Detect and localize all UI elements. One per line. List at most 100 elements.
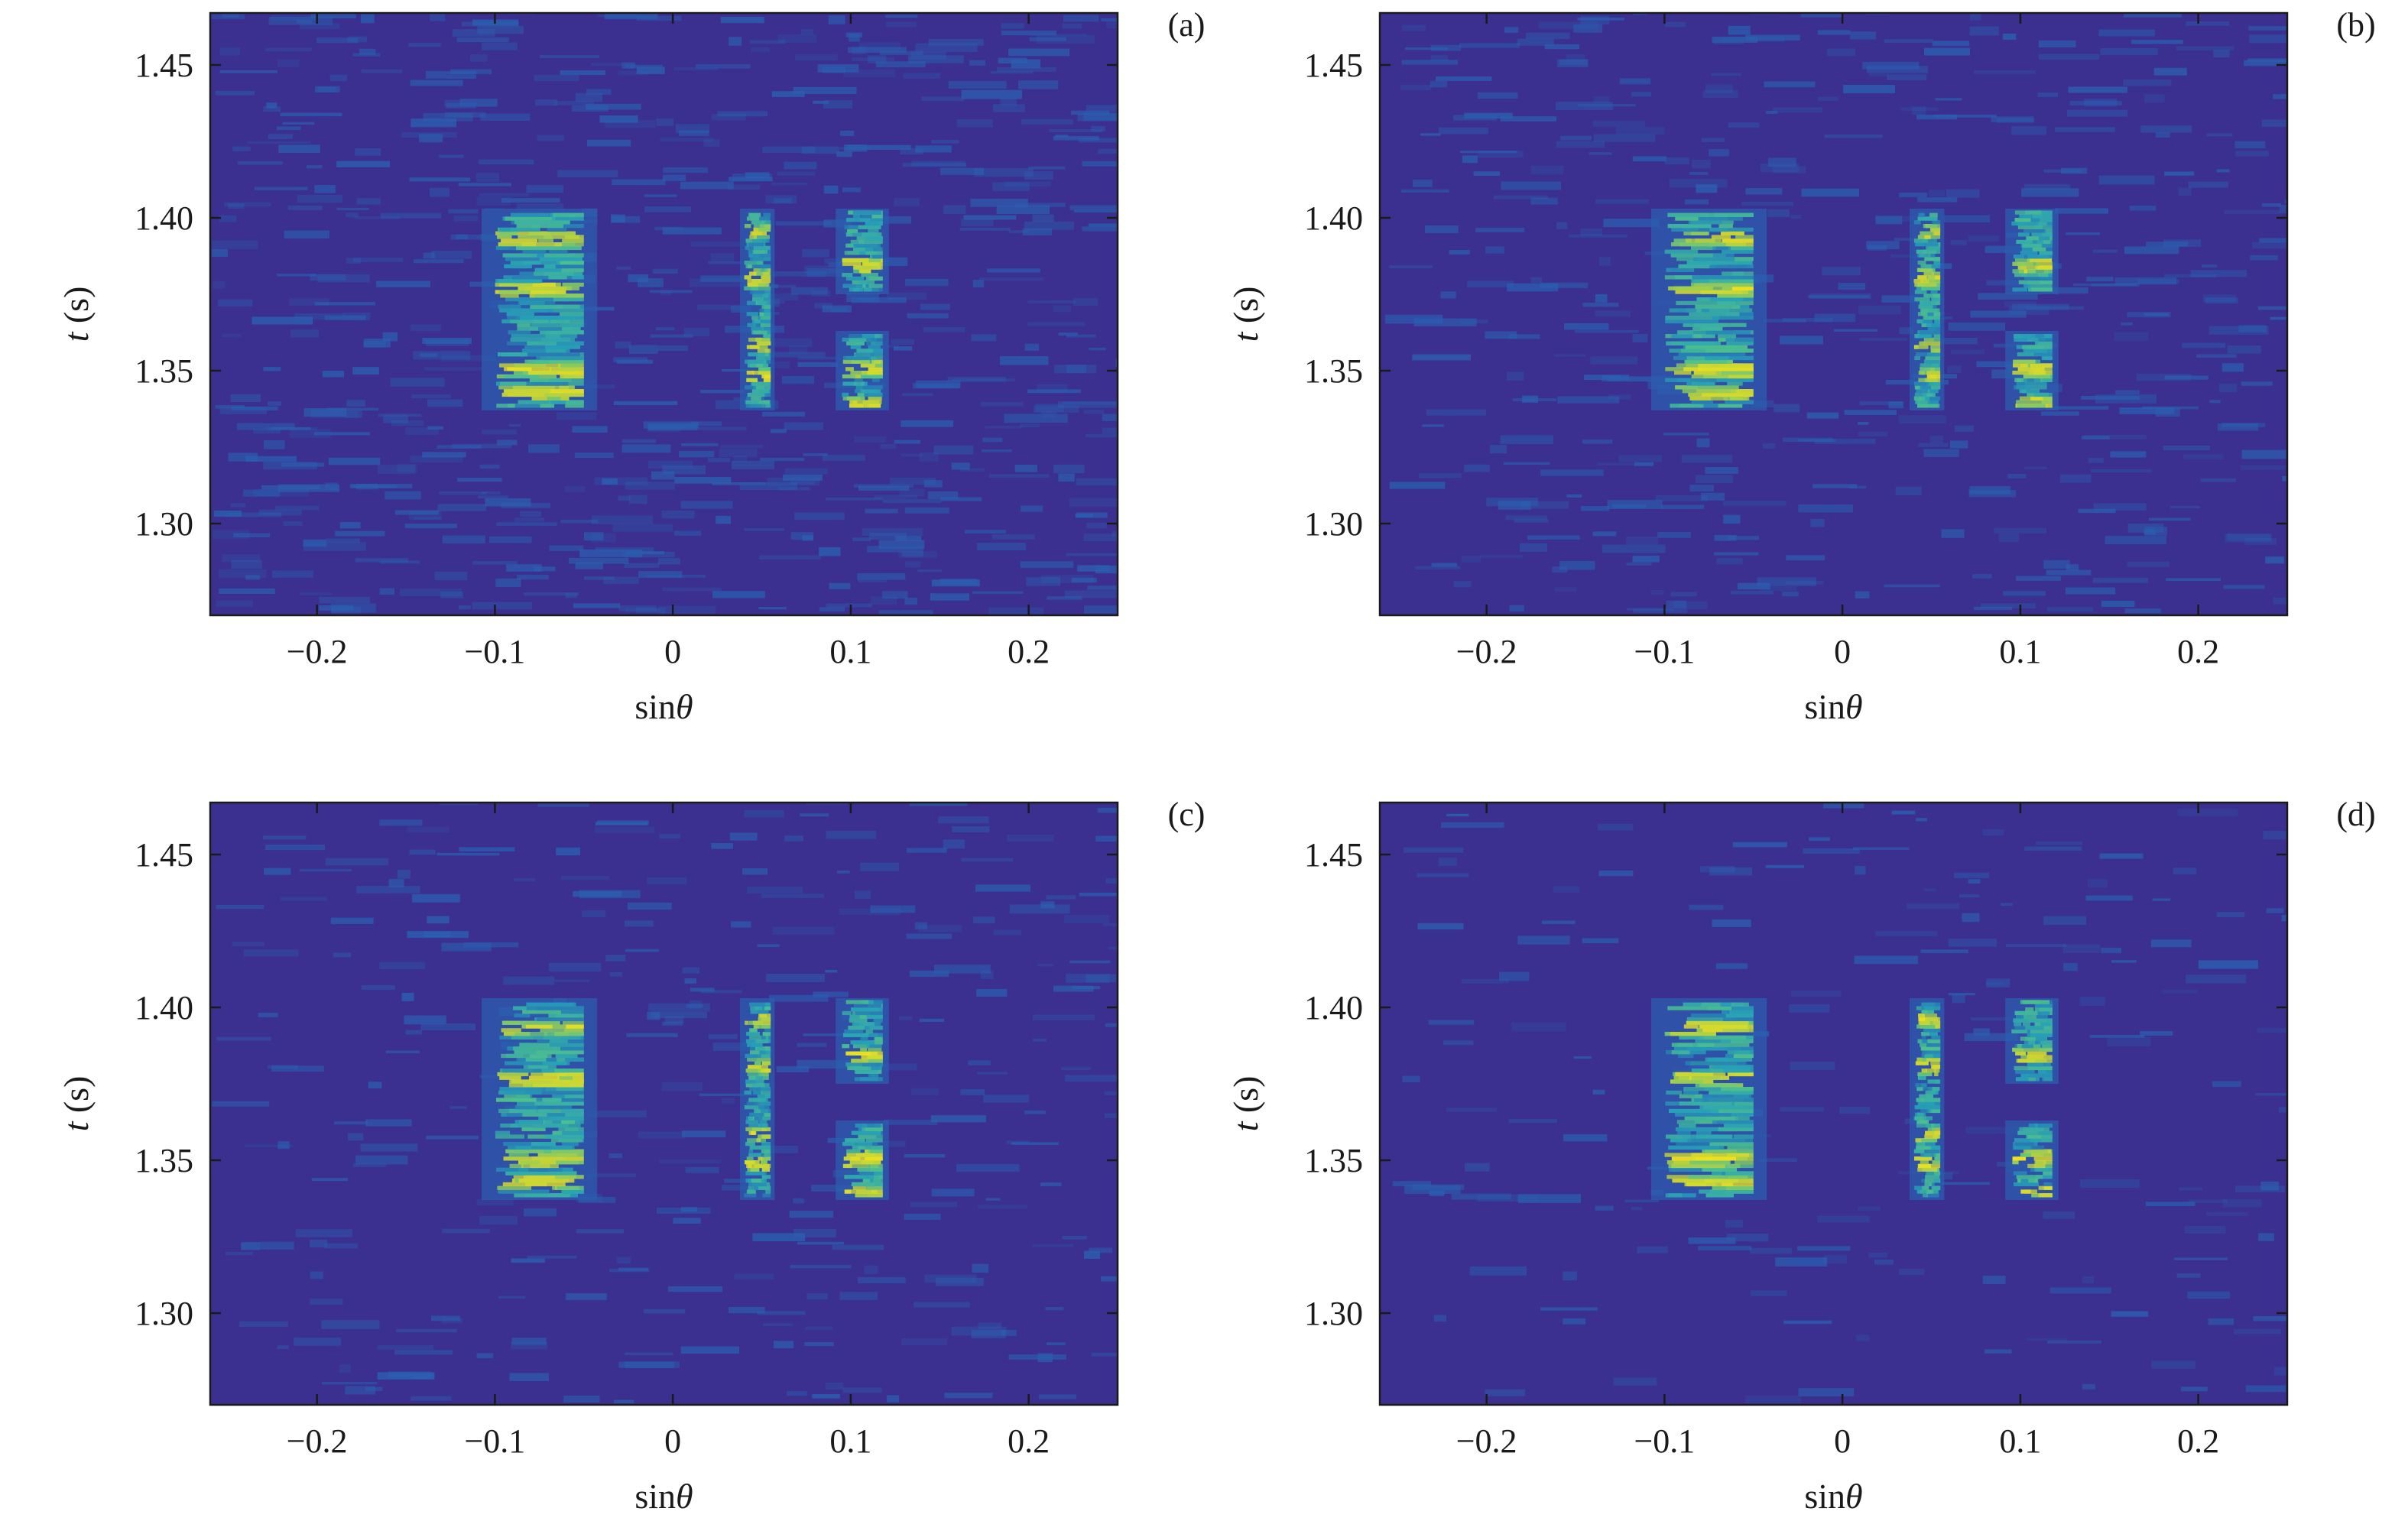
heatmap-noise-cell bbox=[1426, 409, 1487, 416]
heatmap-noise-cell bbox=[1823, 1254, 1848, 1264]
heatmap-noise-cell bbox=[1949, 440, 1968, 449]
heatmap-noise-cell bbox=[767, 477, 820, 486]
heatmap-cell bbox=[1918, 1163, 1931, 1169]
heatmap-noise-cell bbox=[959, 227, 1011, 231]
heatmap-cell bbox=[508, 1153, 529, 1157]
heatmap-noise-cell bbox=[801, 146, 839, 154]
heatmap-noise-cell bbox=[1595, 310, 1631, 317]
heatmap-cell bbox=[1914, 297, 1930, 302]
heatmap-noise-cell bbox=[420, 353, 438, 358]
heatmap-noise-cell bbox=[976, 543, 1026, 550]
heatmap-cell bbox=[2040, 280, 2053, 284]
heatmap-noise-cell bbox=[477, 25, 524, 34]
heatmap-noise-cell bbox=[442, 535, 485, 544]
heatmap-noise-cell bbox=[268, 134, 294, 139]
heatmap-cell bbox=[501, 238, 538, 243]
heatmap-noise-cell bbox=[310, 13, 356, 19]
heatmap-cell bbox=[1712, 253, 1735, 258]
heatmap-noise-cell bbox=[673, 530, 702, 536]
heatmap-cell bbox=[2038, 337, 2053, 342]
heatmap-noise-cell bbox=[1089, 1247, 1113, 1253]
heatmap-noise-cell bbox=[1046, 1342, 1066, 1346]
heatmap-noise-cell bbox=[2262, 203, 2281, 207]
heatmap-cell bbox=[1933, 1069, 1940, 1073]
heatmap-cell bbox=[1691, 400, 1713, 404]
heatmap-cell bbox=[514, 1193, 570, 1198]
heatmap-noise-cell bbox=[321, 1320, 380, 1329]
heatmap-noise-cell bbox=[1451, 1193, 1511, 1200]
heatmap-noise-cell bbox=[2221, 363, 2244, 372]
heatmap-noise-cell bbox=[2066, 109, 2128, 117]
heatmap-cell bbox=[863, 287, 872, 292]
heatmap-noise-cell bbox=[1066, 974, 1110, 983]
heatmap-cell bbox=[1915, 1083, 1920, 1088]
heatmap-noise-cell bbox=[212, 1101, 270, 1107]
heatmap-noise-cell bbox=[910, 51, 946, 60]
heatmap-noise-cell bbox=[1461, 556, 1481, 563]
heatmap-noise-cell bbox=[444, 99, 462, 107]
heatmap-cell bbox=[1926, 392, 1936, 397]
heatmap-cell bbox=[846, 1149, 861, 1153]
heatmap-cell bbox=[1928, 312, 1941, 316]
heatmap-noise-cell bbox=[1899, 192, 1928, 198]
heatmap-noise-cell bbox=[481, 42, 518, 50]
heatmap-noise-cell bbox=[1063, 15, 1099, 22]
heatmap-cell bbox=[761, 326, 771, 331]
heatmap-noise-cell bbox=[411, 118, 457, 128]
heatmap-noise-cell bbox=[969, 60, 986, 66]
heatmap-cell bbox=[1916, 389, 1928, 394]
heatmap-cell bbox=[1930, 345, 1941, 349]
heatmap-noise-cell bbox=[1477, 92, 1518, 99]
heatmap-noise-cell bbox=[2279, 1107, 2287, 1113]
heatmap-noise-cell bbox=[1698, 1246, 1752, 1250]
heatmap-noise-cell bbox=[423, 252, 435, 259]
heatmap-noise-cell bbox=[359, 48, 376, 55]
x-tick-label: 0 bbox=[1834, 633, 1851, 670]
heatmap-noise-cell bbox=[1929, 436, 1944, 443]
heatmap-cell bbox=[2014, 1142, 2034, 1146]
heatmap-noise-cell bbox=[1401, 60, 1459, 65]
heatmap-noise-cell bbox=[495, 578, 521, 588]
heatmap-noise-cell bbox=[2190, 270, 2247, 277]
heatmap-cell bbox=[759, 1013, 768, 1018]
heatmap-cell bbox=[761, 220, 771, 225]
heatmap-cell bbox=[1679, 1050, 1706, 1055]
heatmap-cell bbox=[868, 1033, 883, 1037]
heatmap-cell bbox=[759, 1050, 766, 1055]
heatmap-cell bbox=[1931, 1163, 1941, 1169]
heatmap-cell bbox=[1728, 264, 1748, 269]
heatmap-cell bbox=[2014, 337, 2028, 342]
heatmap-noise-cell bbox=[280, 112, 342, 117]
heatmap-cell bbox=[1927, 352, 1941, 357]
heatmap-cell bbox=[2043, 1171, 2053, 1176]
heatmap-noise-cell bbox=[2140, 125, 2192, 133]
heatmap-noise-cell bbox=[797, 1059, 860, 1069]
heatmap-cell bbox=[505, 297, 570, 302]
heatmap-cell bbox=[499, 308, 553, 313]
heatmap-cell bbox=[1702, 1098, 1754, 1102]
heatmap-noise-cell bbox=[2065, 587, 2116, 595]
heatmap-noise-cell bbox=[800, 28, 814, 35]
heatmap-noise-cell bbox=[405, 426, 439, 436]
heatmap-noise-cell bbox=[573, 1173, 637, 1178]
heatmap-cell bbox=[2020, 1179, 2035, 1183]
heatmap-cell bbox=[1914, 334, 1919, 339]
heatmap-cell bbox=[1689, 1160, 1731, 1165]
heatmap-noise-cell bbox=[382, 332, 398, 342]
heatmap-noise-cell bbox=[2081, 436, 2110, 439]
heatmap-cell bbox=[557, 1185, 584, 1190]
heatmap-cell bbox=[1665, 1101, 1685, 1106]
heatmap-noise-cell bbox=[408, 42, 441, 47]
heatmap-cell bbox=[1728, 374, 1754, 379]
heatmap-noise-cell bbox=[1102, 413, 1118, 421]
heatmap-cell bbox=[519, 300, 545, 306]
heatmap-noise-cell bbox=[1091, 1352, 1118, 1357]
heatmap-cell bbox=[1721, 1105, 1754, 1110]
heatmap-cell bbox=[1709, 297, 1754, 302]
heatmap-cell bbox=[1924, 378, 1938, 382]
heatmap-noise-cell bbox=[700, 275, 749, 282]
heatmap-noise-cell bbox=[1062, 1235, 1087, 1240]
heatmap-cell bbox=[746, 1156, 754, 1161]
heatmap-noise-cell bbox=[1968, 879, 1981, 884]
x-tick-label: −0.2 bbox=[1456, 1422, 1517, 1460]
